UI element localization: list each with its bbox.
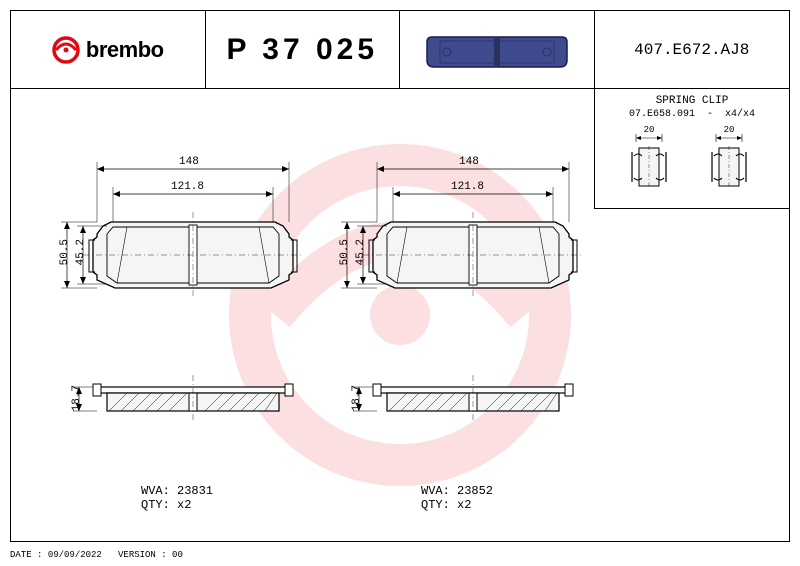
wva-left-code: WVA: 23831: [141, 484, 213, 498]
brembo-icon: [52, 36, 80, 64]
svg-text:20: 20: [644, 125, 655, 135]
code-cell: 407.E672.AJ8: [595, 11, 790, 88]
footer-text: DATE : 09/09/2022 VERSION : 00: [10, 550, 183, 560]
dim-left-thickness: 18.7: [71, 385, 83, 411]
pad-front-graphic: [422, 25, 572, 75]
dim-left-width-outer: 148: [179, 156, 199, 168]
dim-right-thickness: 18.7: [351, 385, 363, 411]
pad-left-front: [51, 144, 311, 334]
pad-right-side: [331, 349, 591, 459]
header-row: brembo P 37 025 407.E672.AJ8: [11, 11, 789, 89]
spring-clip-graphic: 20 20: [601, 120, 784, 200]
drawing-main: SPRING CLIP 07.E658.091 - x4/x4 20: [11, 89, 789, 541]
wva-right-code: WVA: 23852: [421, 484, 493, 498]
pad-right-front: [331, 144, 591, 334]
brembo-logo: brembo: [52, 36, 164, 64]
wva-left-block: WVA: 23831 QTY: x2: [141, 484, 213, 512]
logo-cell: brembo: [11, 11, 206, 88]
code-text: 407.E672.AJ8: [634, 41, 749, 59]
wva-left-qty: QTY: x2: [141, 498, 213, 512]
wva-right-qty: QTY: x2: [421, 498, 493, 512]
drawing-sheet: brembo P 37 025 407.E672.AJ8: [10, 10, 790, 542]
dim-right-height-outer: 50.5: [339, 239, 351, 265]
dim-right-width-outer: 148: [459, 156, 479, 168]
spring-clip-panel: SPRING CLIP 07.E658.091 - x4/x4 20: [594, 89, 789, 209]
dim-left-height-inner: 45.2: [75, 239, 87, 265]
svg-text:20: 20: [724, 125, 735, 135]
pad-left-side: [51, 349, 311, 459]
dim-right-width-inner: 121.8: [451, 181, 484, 193]
pad-graphic-cell: [400, 11, 595, 88]
dim-left-height-outer: 50.5: [59, 239, 71, 265]
dim-left-width-inner: 121.8: [171, 181, 204, 193]
spring-clip-ref: 07.E658.091 - x4/x4: [601, 109, 783, 120]
part-number-cell: P 37 025: [206, 11, 401, 88]
wva-right-block: WVA: 23852 QTY: x2: [421, 484, 493, 512]
part-number: P 37 025: [226, 33, 378, 67]
brand-text: brembo: [86, 37, 164, 63]
dim-right-height-inner: 45.2: [355, 239, 367, 265]
spring-clip-title: SPRING CLIP: [601, 95, 783, 107]
